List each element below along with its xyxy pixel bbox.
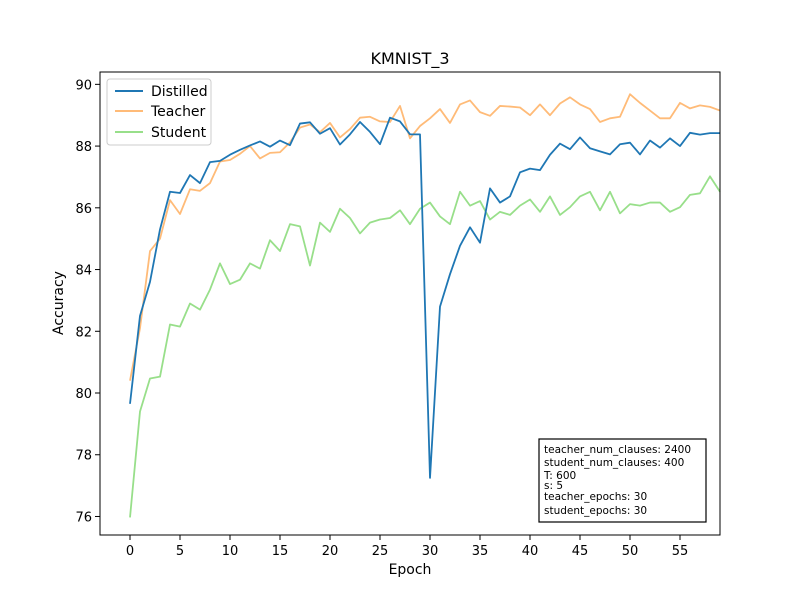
x-tick-label: 30: [422, 544, 439, 559]
y-tick-label: 76: [75, 510, 92, 525]
x-tick-label: 40: [522, 544, 539, 559]
x-tick-label: 50: [622, 544, 639, 559]
y-tick-label: 88: [75, 140, 92, 155]
y-axis-ticks: 76 78 80 82 84 86 88 90: [75, 78, 100, 525]
legend-label-distilled: Distilled: [151, 84, 208, 100]
series-line-student: [129, 175, 721, 518]
x-tick-label: 10: [222, 544, 239, 559]
y-tick-label: 80: [75, 387, 92, 402]
x-axis-label: Epoch: [389, 562, 432, 578]
y-tick-label: 78: [75, 449, 92, 464]
parameter-line: teacher_epochs: 30: [544, 491, 647, 503]
x-tick-label: 15: [272, 544, 289, 559]
y-axis-label: Accuracy: [51, 271, 67, 335]
parameters-box: teacher_num_clauses: 2400 student_num_cl…: [538, 438, 707, 523]
y-tick-label: 86: [75, 202, 92, 217]
x-tick-label: 0: [126, 544, 134, 559]
chart-title: KMNIST_3: [370, 49, 449, 69]
parameter-line: s: 5: [544, 480, 563, 492]
parameter-line: teacher_num_clauses: 2400: [544, 444, 691, 456]
series-line-teacher: [129, 93, 721, 381]
x-tick-label: 25: [372, 544, 389, 559]
plot-frame: [99, 71, 721, 536]
parameter-line: student_num_clauses: 400: [544, 457, 684, 469]
parameters-box-frame: [538, 438, 707, 523]
x-tick-label: 55: [672, 544, 689, 559]
legend: Distilled Teacher Student: [106, 78, 212, 146]
legend-label-student: Student: [151, 125, 207, 141]
legend-box: [106, 78, 212, 146]
series-layer: [129, 93, 721, 518]
y-tick-label: 84: [75, 264, 92, 279]
series-line-distilled: [129, 116, 720, 479]
parameter-line: student_epochs: 30: [544, 505, 647, 517]
x-tick-label: 35: [472, 544, 489, 559]
y-tick-label: 82: [75, 325, 92, 340]
x-axis-ticks: 0 5 10 15 20 25 30 35 40 45 50 55: [126, 535, 688, 559]
legend-label-teacher: Teacher: [150, 104, 206, 120]
y-tick-label: 90: [75, 78, 92, 93]
parameter-line: T: 600: [543, 470, 576, 482]
x-tick-label: 5: [176, 544, 184, 559]
x-tick-label: 45: [572, 544, 589, 559]
x-tick-label: 20: [322, 544, 339, 559]
